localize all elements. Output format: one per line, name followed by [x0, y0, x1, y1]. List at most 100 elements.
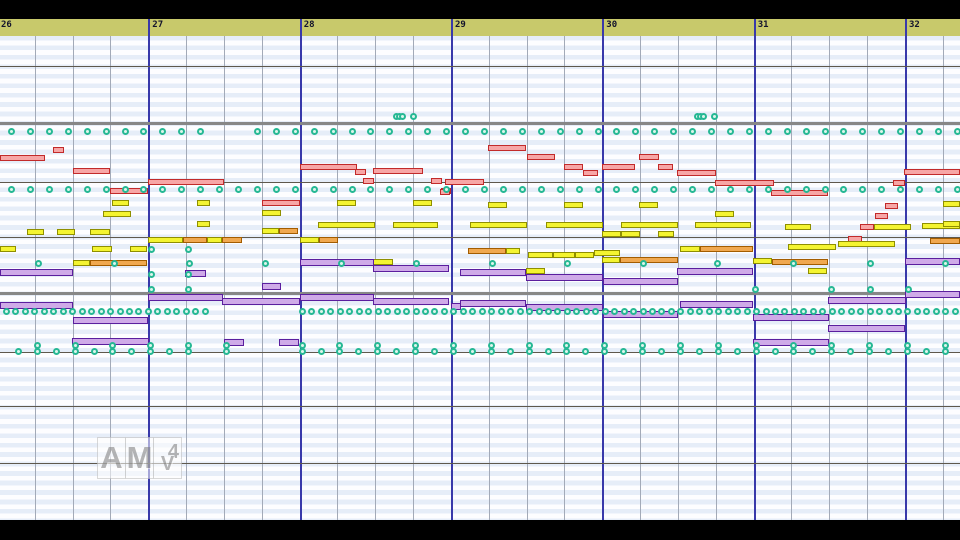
note-marker[interactable] [594, 128, 602, 135]
midi-note-o[interactable] [319, 237, 338, 243]
note-marker[interactable] [745, 128, 753, 135]
midi-note-y[interactable] [602, 231, 621, 237]
note-marker[interactable] [499, 186, 507, 193]
midi-note-y[interactable] [658, 231, 674, 237]
midi-note-p[interactable] [460, 300, 526, 307]
note-marker[interactable] [726, 186, 734, 193]
note-marker[interactable] [40, 308, 48, 315]
note-marker[interactable] [393, 348, 401, 355]
note-marker[interactable] [904, 308, 912, 315]
note-marker[interactable] [821, 128, 829, 135]
note-marker[interactable] [658, 348, 665, 355]
note-marker[interactable] [828, 348, 836, 355]
note-marker[interactable] [310, 128, 318, 135]
note-marker[interactable] [355, 308, 363, 315]
note-marker[interactable] [802, 128, 810, 135]
midi-note-y[interactable] [413, 200, 432, 206]
note-marker[interactable] [544, 308, 552, 315]
note-marker[interactable] [764, 128, 772, 135]
midi-note-r[interactable] [0, 155, 45, 161]
note-marker[interactable] [450, 308, 458, 315]
note-marker[interactable] [348, 128, 356, 135]
midi-note-y[interactable] [0, 246, 16, 252]
midi-note-p[interactable] [373, 298, 449, 305]
midi-note-o[interactable] [183, 237, 207, 243]
note-marker[interactable] [298, 348, 306, 355]
note-marker[interactable] [147, 348, 155, 355]
note-marker[interactable] [575, 128, 583, 135]
note-marker[interactable] [481, 186, 488, 193]
note-marker[interactable] [840, 128, 848, 135]
midi-note-p[interactable] [677, 268, 753, 275]
midi-note-y[interactable] [262, 210, 281, 216]
note-marker[interactable] [3, 308, 10, 315]
note-marker[interactable] [154, 308, 162, 315]
note-marker[interactable] [462, 186, 470, 193]
note-marker[interactable] [518, 186, 526, 193]
note-marker[interactable] [499, 128, 507, 135]
midi-note-o[interactable] [468, 248, 506, 254]
note-marker[interactable] [894, 308, 902, 315]
note-marker[interactable] [916, 128, 924, 135]
note-marker[interactable] [714, 348, 722, 355]
note-marker[interactable] [462, 128, 470, 135]
note-marker[interactable] [689, 186, 697, 193]
midi-note-y[interactable] [393, 222, 438, 228]
note-marker[interactable] [308, 308, 316, 315]
midi-note-p[interactable] [279, 339, 299, 346]
note-marker[interactable] [575, 186, 583, 193]
note-marker[interactable] [393, 308, 401, 315]
note-marker[interactable] [556, 128, 564, 135]
note-marker[interactable] [468, 348, 476, 355]
note-marker[interactable] [866, 348, 874, 355]
note-marker[interactable] [563, 308, 571, 315]
note-marker[interactable] [705, 308, 713, 315]
midi-note-y[interactable] [103, 211, 131, 217]
note-marker[interactable] [317, 308, 325, 315]
note-marker[interactable] [14, 348, 22, 355]
midi-note-y[interactable] [621, 231, 640, 237]
note-marker[interactable] [399, 113, 406, 120]
note-marker[interactable] [507, 308, 515, 315]
midi-note-y[interactable] [318, 222, 375, 228]
note-marker[interactable] [336, 308, 344, 315]
note-marker[interactable] [59, 308, 67, 315]
note-marker[interactable] [45, 128, 53, 135]
note-marker[interactable] [649, 308, 657, 315]
note-marker[interactable] [102, 128, 110, 135]
note-marker[interactable] [329, 128, 337, 135]
midi-note-r[interactable] [488, 145, 526, 151]
note-marker[interactable] [582, 308, 590, 315]
midi-note-r[interactable] [893, 180, 905, 186]
note-marker[interactable] [431, 348, 439, 355]
note-marker[interactable] [783, 128, 791, 135]
note-marker[interactable] [708, 186, 716, 193]
note-marker[interactable] [658, 308, 666, 315]
note-marker[interactable] [753, 308, 761, 315]
midi-note-p[interactable] [148, 294, 223, 301]
midi-note-y[interactable] [602, 257, 620, 263]
note-marker[interactable] [563, 348, 571, 355]
midi-note-p[interactable] [603, 278, 678, 285]
note-marker[interactable] [670, 128, 678, 135]
midi-note-o[interactable] [279, 228, 298, 234]
midi-note-y[interactable] [27, 229, 44, 235]
note-marker[interactable] [140, 128, 148, 135]
note-marker[interactable] [951, 308, 959, 315]
note-marker[interactable] [201, 308, 209, 315]
note-marker[interactable] [78, 308, 86, 315]
note-marker[interactable] [525, 348, 533, 355]
note-marker[interactable] [676, 348, 684, 355]
midi-note-y[interactable] [808, 268, 827, 274]
note-marker[interactable] [405, 186, 413, 193]
note-marker[interactable] [310, 186, 318, 193]
midi-note-y[interactable] [575, 252, 594, 258]
note-marker[interactable] [935, 186, 943, 193]
midi-note-r[interactable] [300, 164, 357, 170]
note-marker[interactable] [601, 348, 609, 355]
note-marker[interactable] [903, 348, 911, 355]
note-marker[interactable] [83, 186, 91, 193]
note-marker[interactable] [178, 186, 186, 193]
note-marker[interactable] [97, 308, 105, 315]
note-marker[interactable] [374, 308, 382, 315]
